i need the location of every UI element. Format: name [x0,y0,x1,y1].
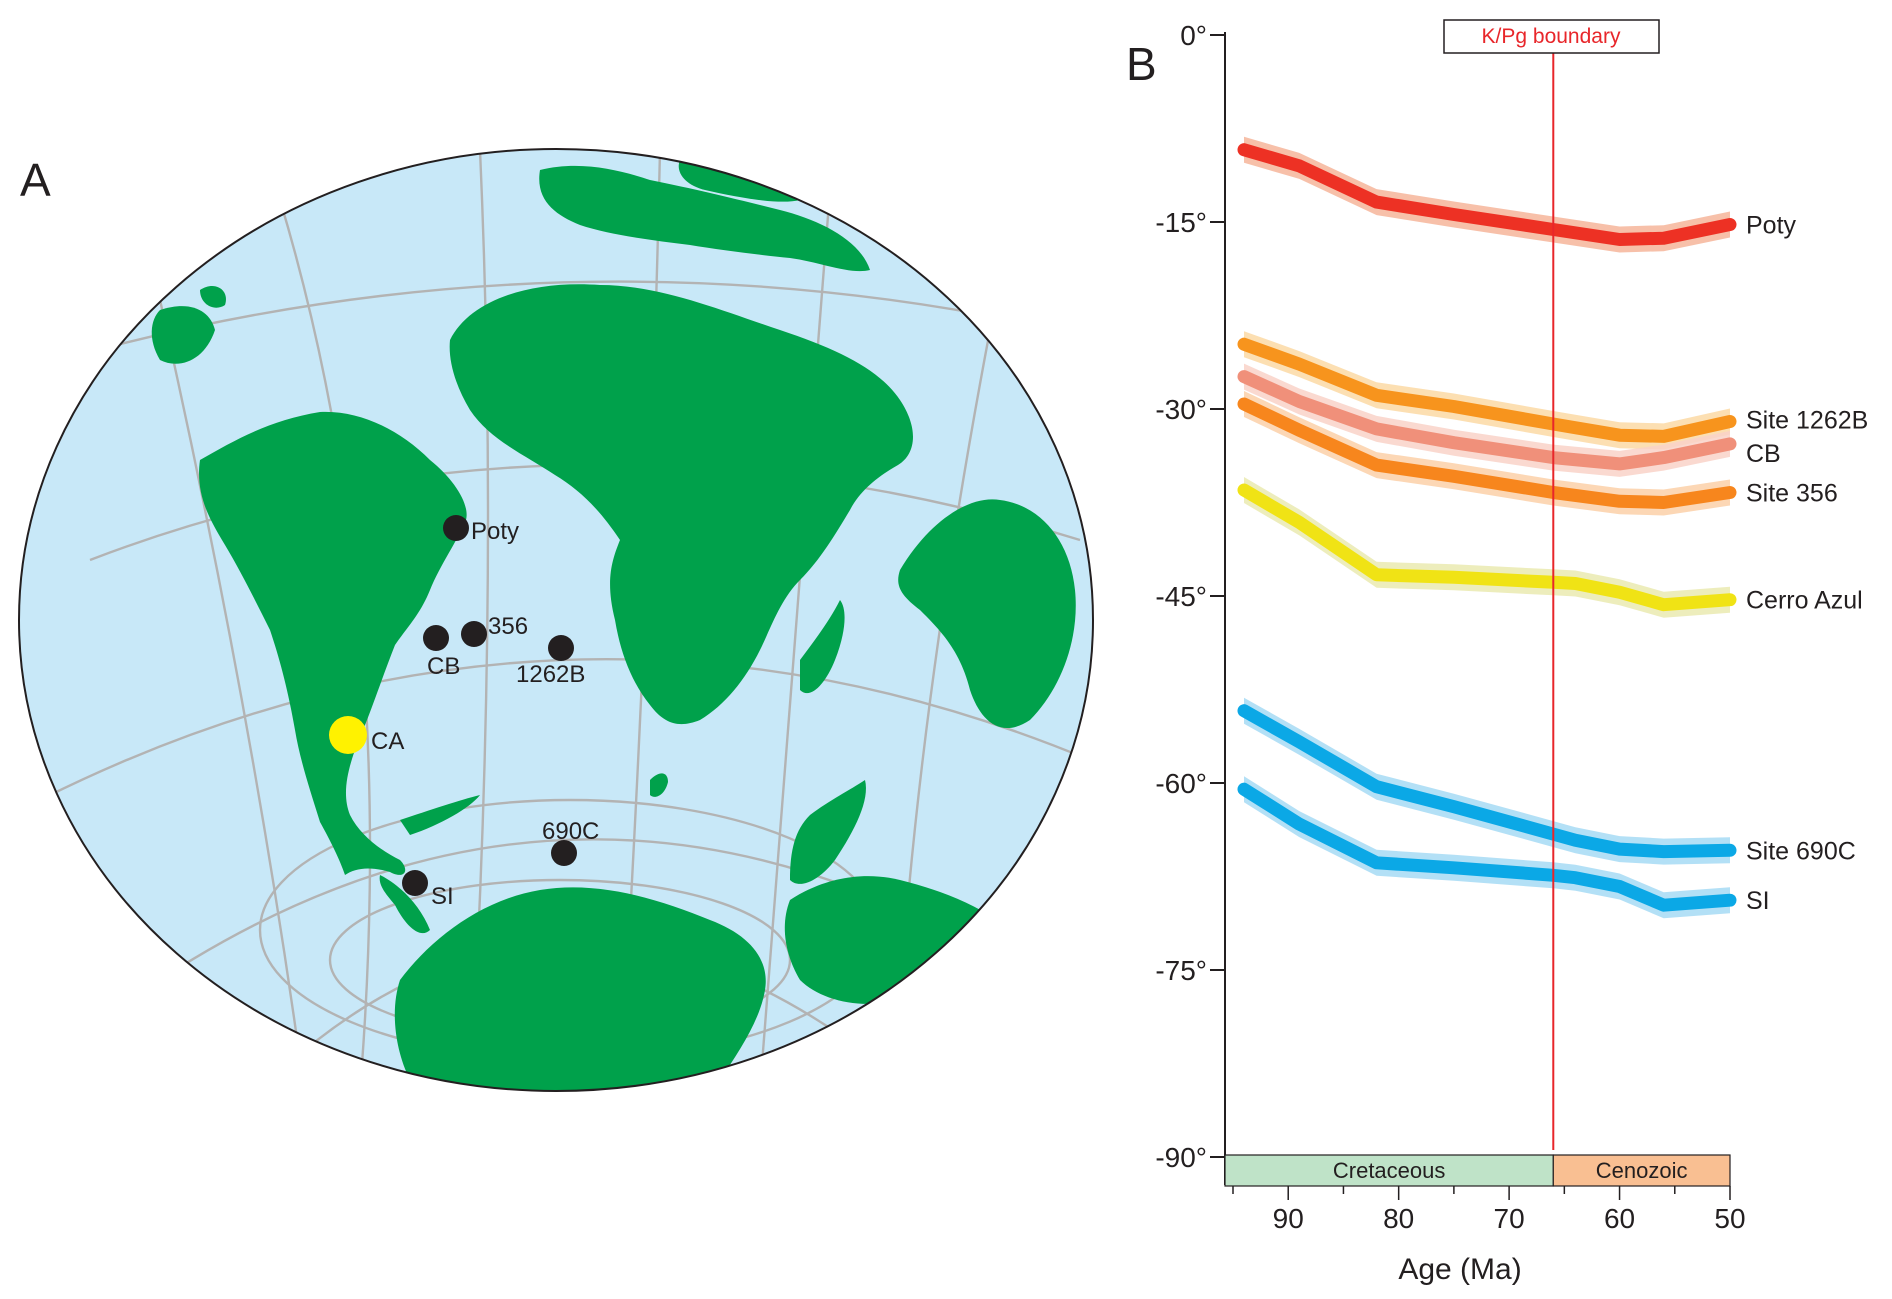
y-tick-label: -60° [1155,768,1207,799]
series-labels: Poty Site 1262B CB Site 356 Cerro Azul Site 6… [1746,211,1868,915]
period-bar: Cretaceous Cenozoic [1224,1154,1731,1187]
series-label-si: SI [1746,887,1770,915]
site-si-label: SI [431,883,454,910]
x-tick-label: 70 [1494,1203,1525,1234]
greenland [678,160,800,202]
site-356-label: 356 [488,613,528,640]
site-ca-marker [329,716,367,754]
site-356-marker [461,621,487,647]
band-cerro-azul [1244,477,1730,618]
series-label-poty: Poty [1746,211,1797,239]
north-atlantic-isles [200,285,226,308]
panel-a: A [18,148,1094,1092]
kpg-boundary-label: K/Pg boundary [1482,25,1621,48]
globe-outline [18,148,1094,1092]
antarctica [394,887,766,1091]
site-690c-label: 690C [542,818,599,845]
line-poty [1237,143,1737,246]
y-tick-label: -15° [1155,207,1207,238]
y-tick-label: -30° [1155,394,1207,425]
site-1262b-label: 1262B [516,661,585,688]
x-tick-label: 50 [1714,1203,1745,1234]
site-ca: CA [329,716,404,755]
north-america [539,165,870,272]
site-cb-label: CB [427,653,460,680]
x-tick-label: 60 [1604,1203,1635,1234]
site-markers: Poty 356 CB 1262B CA 690C [329,515,599,910]
zealandia [790,780,866,884]
site-1262b: 1262B [516,635,585,688]
site-poty: Poty [443,515,519,545]
site-cb: CB [423,625,460,680]
y-tick-label: -90° [1155,1142,1207,1173]
site-cb-marker [423,625,449,651]
y-tick-label: 0° [1180,20,1207,51]
kerguelen [650,773,668,797]
series-label-cerro-azul: Cerro Azul [1746,587,1863,615]
continents [151,160,1076,1091]
site-1262b-marker [548,635,574,661]
site-690c-marker [551,840,577,866]
south-america [199,411,467,875]
site-si-marker [402,870,428,896]
south-america-tip [400,795,480,835]
globe [18,148,1094,1092]
series-label-site-690c: Site 690C [1746,837,1856,865]
line-cb [1237,370,1737,471]
india [898,499,1076,729]
series-lines [1237,143,1737,912]
site-si: SI [402,870,454,910]
x-axis-title: Age (Ma) [1398,1253,1521,1286]
period-cenozoic-label: Cenozoic [1596,1158,1688,1183]
site-ca-label: CA [371,728,404,755]
period-cenozoic [1552,1154,1731,1187]
africa [449,284,913,725]
y-tick-label: -75° [1155,955,1207,986]
madagascar [800,600,845,694]
series-label-cb: CB [1746,440,1781,468]
x-axis-ticks: 90 80 70 60 50 [1232,1186,1746,1234]
antarctic-peninsula [379,875,430,934]
y-axis-ticks: 0° -15° -30° -45° -60° -75° -90° [1155,20,1225,1173]
y-tick-label: -45° [1155,581,1207,612]
x-tick-label: 80 [1383,1203,1414,1234]
site-poty-label: Poty [471,518,519,545]
period-cretaceous [1224,1154,1554,1187]
site-poty-marker [443,515,469,541]
series-label-site-1262b: Site 1262B [1746,406,1868,434]
period-cretaceous-label: Cretaceous [1333,1158,1446,1183]
line-site-1262b [1237,337,1737,443]
x-tick-label: 90 [1273,1203,1304,1234]
site-356: 356 [461,613,528,647]
panel-b-letter: B [1126,38,1157,90]
panel-b: B 0° -15° -30° -45° -60° -75° -90° K/Pg bounda… [1126,19,1868,1286]
line-site-356 [1237,397,1737,509]
series-label-site-356: Site 356 [1746,480,1838,508]
site-690c: 690C [542,818,599,866]
panel-a-letter: A [20,154,51,206]
kpg-boundary-box [1443,19,1660,54]
iberia [151,306,215,364]
